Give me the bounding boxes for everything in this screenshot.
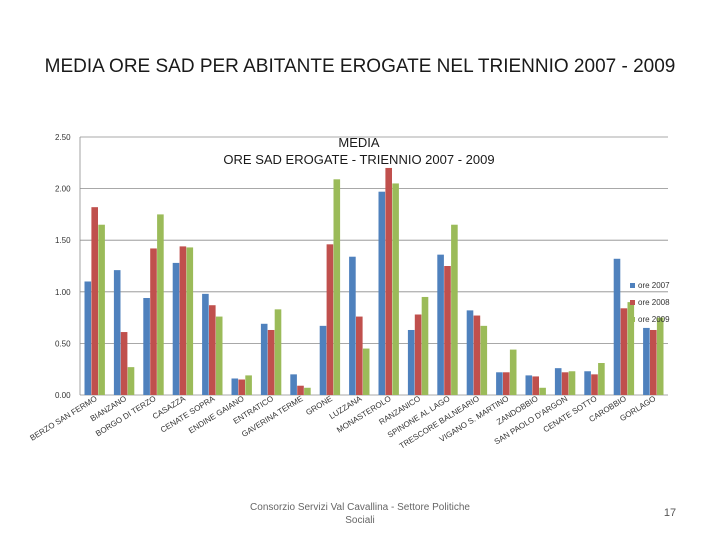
bar-ore-2009	[186, 247, 194, 395]
bar-ore-2008	[473, 315, 481, 395]
bar-ore-2007	[437, 254, 444, 395]
bar-ore-2007	[496, 372, 503, 395]
bar-ore-2008	[150, 248, 157, 395]
bar-ore-2007	[554, 368, 562, 395]
bar-ore-2007	[643, 327, 650, 395]
bar-ore-2008	[532, 376, 539, 395]
bar-ore-2007	[525, 375, 533, 395]
bar-ore-2008	[561, 372, 569, 395]
bar-ore-2008	[444, 266, 451, 395]
bar-ore-2009	[245, 375, 252, 395]
bar-ore-2008	[650, 329, 657, 395]
bar-ore-2008	[120, 332, 128, 395]
y-tick-label: 0.50	[55, 339, 71, 348]
bar-ore-2009	[98, 224, 105, 395]
legend-label: ore 2009	[638, 315, 670, 324]
bar-ore-2008	[620, 308, 628, 395]
bar-ore-2007	[378, 191, 386, 395]
footer-text: Consorzio Servizi Val Cavallina - Settor…	[250, 502, 470, 526]
legend-swatch	[630, 317, 635, 322]
bar-ore-2007	[349, 256, 356, 395]
bar-ore-2009	[127, 367, 135, 395]
bar-ore-2009	[215, 316, 223, 395]
bar-ore-2007	[613, 258, 621, 395]
bar-ore-2007	[319, 325, 327, 395]
bar-ore-2008	[326, 244, 334, 395]
bar-ore-2009	[598, 363, 605, 395]
bar-ore-2009	[392, 183, 399, 395]
bar-ore-2008	[503, 372, 510, 395]
page-number: 17	[663, 507, 677, 519]
bar-ore-2007	[584, 371, 591, 395]
bar-ore-2007	[84, 281, 92, 395]
bar-ore-2009	[539, 387, 546, 395]
x-tick-label: BERZO SAN FERMO	[28, 394, 98, 443]
bar-ore-2007	[407, 329, 415, 395]
bar-ore-2008	[297, 385, 304, 395]
legend-label: ore 2007	[638, 281, 670, 290]
bar-ore-2009	[157, 214, 164, 395]
bar-ore-2007	[202, 293, 209, 395]
bar-ore-2009	[627, 302, 635, 395]
bar-ore-2008	[385, 167, 392, 395]
bar-ore-2008	[238, 379, 245, 395]
bar-ore-2009	[333, 179, 341, 395]
bar-ore-2008	[414, 314, 422, 395]
bar-ore-2007	[231, 378, 239, 395]
y-tick-label: 1.50	[55, 236, 71, 245]
bar-ore-2009	[421, 296, 429, 395]
bar-ore-2009	[509, 349, 517, 395]
bar-ore-2009	[656, 317, 664, 395]
bar-ore-2007	[172, 262, 180, 395]
bar-ore-2007	[113, 270, 121, 395]
legend-label: ore 2008	[638, 298, 670, 307]
bar-ore-2009	[274, 309, 282, 395]
bar-ore-2009	[304, 387, 311, 395]
bar-ore-2007	[143, 297, 150, 395]
legend-swatch	[630, 300, 635, 305]
chart-title: MEDIA	[338, 135, 380, 150]
bar-ore-2009	[362, 348, 370, 395]
bar-ore-2008	[179, 246, 187, 395]
bar-ore-2008	[91, 207, 98, 395]
legend-swatch	[630, 283, 635, 288]
slide-title: MEDIA ORE SAD PER ABITANTE EROGATE NEL T…	[44, 56, 676, 77]
bar-ore-2008	[209, 305, 216, 395]
y-tick-label: 2.00	[55, 185, 71, 194]
bar-ore-2008	[267, 329, 275, 395]
bar-ore-2008	[591, 374, 598, 395]
chart-title: ORE SAD EROGATE - TRIENNIO 2007 - 2009	[223, 152, 494, 167]
bar-ore-2007	[290, 374, 297, 395]
bar-ore-2009	[568, 371, 576, 395]
bar-ore-2009	[480, 325, 488, 395]
bar-ore-2007	[260, 323, 268, 395]
bar-ore-2009	[451, 224, 458, 395]
y-tick-label: 1.00	[55, 288, 71, 297]
y-tick-label: 2.50	[55, 133, 71, 142]
bar-ore-2007	[466, 310, 474, 395]
y-tick-label: 0.00	[55, 391, 71, 400]
bar-ore-2008	[356, 316, 363, 395]
